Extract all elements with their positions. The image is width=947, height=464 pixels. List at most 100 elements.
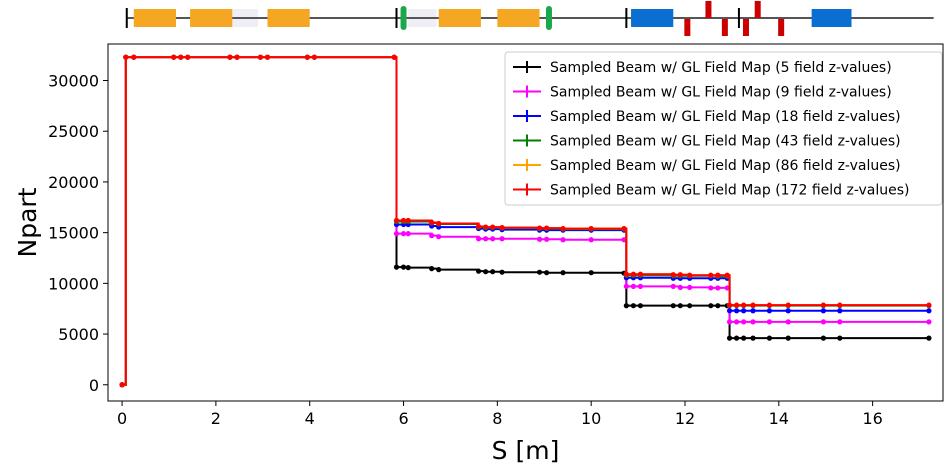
x-tick-label: 6 (398, 409, 408, 428)
lattice-corrector (754, 1, 761, 18)
data-point (490, 224, 496, 230)
y-tick-label: 5000 (58, 325, 99, 344)
lattice-corrector (705, 1, 712, 18)
data-point (820, 335, 826, 341)
data-point (499, 269, 505, 275)
lattice-corrector (778, 19, 785, 36)
legend-item: Sampled Beam w/ GL Field Map (172 field … (513, 183, 910, 199)
data-point (178, 54, 184, 60)
data-point (429, 233, 435, 239)
legend-item: Sampled Beam w/ GL Field Map (18 field z… (513, 109, 901, 125)
legend-label: Sampled Beam w/ GL Field Map (5 field z-… (550, 60, 892, 76)
lattice-quad (190, 9, 233, 27)
data-point (687, 303, 693, 309)
data-point (785, 319, 791, 325)
x-tick-label: 10 (581, 409, 601, 428)
lattice-quad (438, 9, 481, 27)
x-tick-label: 4 (305, 409, 315, 428)
data-point (733, 302, 740, 308)
legend-label: Sampled Beam w/ GL Field Map (18 field z… (550, 109, 901, 125)
legend-item: Sampled Beam w/ GL Field Map (5 field z-… (513, 60, 892, 76)
data-point (536, 236, 543, 242)
x-tick-label: 14 (769, 409, 789, 428)
data-point (311, 54, 318, 60)
y-tick-label: 30000 (48, 72, 99, 91)
x-tick-label: 16 (862, 409, 882, 428)
data-point (227, 54, 233, 60)
data-point (400, 231, 407, 237)
y-tick-label: 10000 (48, 274, 99, 293)
data-point (726, 335, 733, 341)
data-point (405, 231, 411, 237)
data-point (637, 271, 644, 277)
data-point (766, 319, 773, 325)
data-point (483, 236, 489, 242)
data-point (171, 54, 177, 60)
data-point (264, 54, 271, 60)
y-tick-label: 0 (89, 376, 99, 395)
data-point (820, 302, 826, 308)
data-point (837, 335, 843, 341)
data-point (637, 303, 644, 309)
data-point (926, 302, 932, 308)
data-point (926, 308, 932, 314)
lattice-corrector (742, 19, 749, 36)
data-point (687, 284, 693, 291)
data-point (490, 269, 496, 275)
legend: Sampled Beam w/ GL Field Map (5 field z-… (504, 51, 943, 206)
lattice-quad (133, 9, 177, 27)
data-point (588, 237, 594, 243)
data-point (393, 231, 400, 237)
data-point (475, 223, 482, 230)
lattice-quad (497, 9, 540, 27)
data-point (429, 266, 435, 272)
y-axis: 0 5000 10000 15000 20000 25000 30000 (48, 72, 108, 395)
data-point (766, 335, 773, 341)
data-point (670, 272, 676, 278)
data-point (544, 236, 550, 242)
data-point (544, 270, 550, 276)
data-point (724, 285, 730, 291)
data-point (234, 54, 240, 60)
data-point (257, 54, 264, 60)
data-point (123, 54, 129, 60)
lattice-corrector (721, 19, 728, 36)
data-point (733, 335, 740, 341)
data-point (436, 220, 442, 227)
data-point (837, 302, 843, 308)
series-lines (119, 54, 932, 388)
data-point (750, 302, 756, 308)
data-point (623, 271, 629, 277)
data-point (926, 335, 932, 341)
data-point (708, 303, 714, 309)
legend-box (504, 51, 943, 206)
legend-label: Sampled Beam w/ GL Field Map (9 field z-… (550, 85, 892, 101)
data-point (837, 308, 843, 314)
data-point (393, 264, 400, 270)
data-point (391, 54, 397, 60)
data-point (536, 269, 543, 275)
data-point (741, 335, 747, 341)
data-point (588, 225, 594, 232)
data-point (726, 302, 733, 308)
data-point (726, 308, 733, 314)
x-tick-label: 8 (492, 409, 502, 428)
data-point (499, 236, 505, 242)
data-point (621, 225, 627, 232)
x-axis-title: S [m] (492, 436, 560, 464)
data-point (750, 335, 756, 341)
lattice-cavity (400, 6, 407, 30)
data-point (715, 285, 721, 291)
series-6 (119, 54, 932, 388)
y-axis-title: Npart (13, 187, 42, 257)
data-point (588, 270, 594, 276)
data-point (436, 234, 442, 240)
data-point (670, 303, 676, 309)
data-point (544, 225, 550, 231)
data-point (670, 283, 676, 289)
data-point (405, 265, 411, 271)
data-point (733, 319, 740, 325)
data-point (677, 272, 683, 278)
data-point (621, 237, 627, 243)
